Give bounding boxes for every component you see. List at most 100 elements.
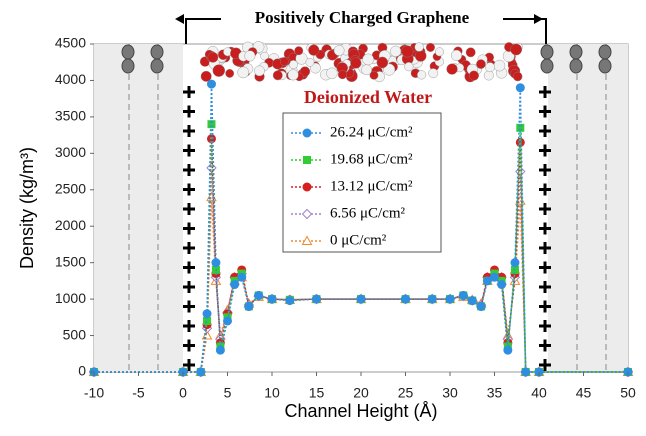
marker: [285, 296, 295, 306]
plus-sign: [187, 339, 191, 352]
marker: [482, 276, 492, 286]
x-tick-label: 30: [442, 385, 458, 401]
y-tick-label: 2500: [55, 180, 86, 196]
plus-sign: [543, 183, 547, 196]
water-atom: [244, 50, 256, 62]
water-atom: [383, 63, 396, 76]
water-atom: [468, 70, 479, 81]
wall-region: [548, 44, 628, 372]
plus-sign: [187, 359, 191, 371]
plus-sign: [187, 261, 191, 274]
water-atom: [465, 47, 476, 58]
water-atom: [414, 42, 424, 52]
y-tick-label: 4500: [55, 35, 86, 51]
graphene-atom: [540, 58, 554, 74]
plus-sign: [543, 261, 547, 274]
water-atom: [417, 70, 427, 80]
legend-label: 26.24 μC/cm²: [330, 124, 413, 140]
x-tick-label: 0: [179, 385, 187, 401]
graphene-atom: [121, 58, 135, 74]
marker: [476, 301, 486, 311]
water-atom: [401, 45, 414, 58]
marker: [211, 258, 221, 268]
marker: [206, 79, 216, 89]
water-atom: [272, 70, 283, 81]
plus-sign: [543, 222, 547, 235]
legend-label: 0 μC/cm²: [330, 232, 387, 248]
x-tick-label: 40: [531, 385, 547, 401]
graphene-atom: [150, 44, 164, 60]
x-tick-label: 5: [224, 385, 232, 401]
graphene-atom: [540, 44, 554, 60]
marker: [267, 294, 277, 304]
water-atom: [483, 70, 494, 81]
plus-sign: [543, 320, 547, 332]
marker: [223, 316, 232, 326]
water-atom: [280, 57, 289, 66]
marker: [196, 367, 206, 377]
arrow-head: [175, 14, 184, 24]
plus-sign: [187, 300, 191, 313]
water-atom: [485, 62, 495, 73]
water-atom: [237, 66, 250, 79]
marker: [312, 294, 321, 304]
y-tick-label: 3500: [55, 108, 86, 124]
y-tick-label: 2000: [55, 217, 86, 233]
plus-sign: [187, 105, 191, 118]
plus-sign: [187, 125, 191, 137]
water-atom: [446, 63, 458, 75]
water-atom: [428, 68, 439, 79]
plus-sign: [187, 144, 191, 157]
water-atom: [476, 59, 486, 69]
graphene-atom: [569, 58, 583, 74]
water-atom: [361, 64, 372, 76]
water-atom: [310, 62, 321, 74]
legend-label: 13.12 μC/cm²: [330, 178, 413, 194]
marker: [230, 280, 240, 290]
water-atom: [376, 56, 389, 69]
x-tick-label: 35: [487, 385, 503, 401]
plus-sign: [187, 183, 191, 196]
marker: [427, 294, 437, 304]
plus-sign: [543, 281, 547, 293]
water-atom: [294, 46, 304, 56]
water-atom: [200, 70, 212, 82]
water-atom: [414, 50, 427, 62]
water-atom: [260, 51, 269, 61]
plus-sign: [187, 86, 191, 98]
arrow: [185, 18, 221, 44]
plus-sign: [543, 105, 547, 118]
plus-sign: [187, 281, 191, 293]
marker: [467, 296, 477, 306]
plus-sign: [543, 300, 547, 313]
water-atom: [212, 64, 225, 77]
x-tick-label: 20: [353, 385, 369, 401]
x-tick-label: 45: [576, 385, 592, 401]
water-atom: [404, 62, 414, 72]
decoration: [121, 41, 612, 371]
y-tick-label: 1000: [55, 290, 86, 306]
water-atom: [288, 60, 298, 70]
marker: [458, 290, 468, 300]
marker: [244, 301, 254, 311]
y-tick-label: 4000: [55, 71, 86, 87]
water-atom: [207, 51, 219, 63]
marker: [356, 294, 366, 304]
y-tick-label: 1500: [55, 253, 86, 269]
water-atom: [390, 45, 402, 57]
x-tick-label: 10: [264, 385, 280, 401]
marker: [516, 123, 525, 132]
graphene-atom: [598, 58, 612, 74]
marker: [510, 258, 520, 268]
y-axis-label: Density (kg/m³): [17, 147, 37, 269]
arrow: [503, 18, 547, 44]
plus-sign: [543, 164, 547, 176]
plus-sign: [543, 359, 547, 371]
water-atom: [225, 69, 235, 78]
water-atom: [362, 53, 374, 66]
water-atom: [512, 71, 523, 82]
x-tick-label: -10: [84, 385, 104, 401]
graphene-atom: [150, 58, 164, 74]
marker: [215, 345, 225, 355]
